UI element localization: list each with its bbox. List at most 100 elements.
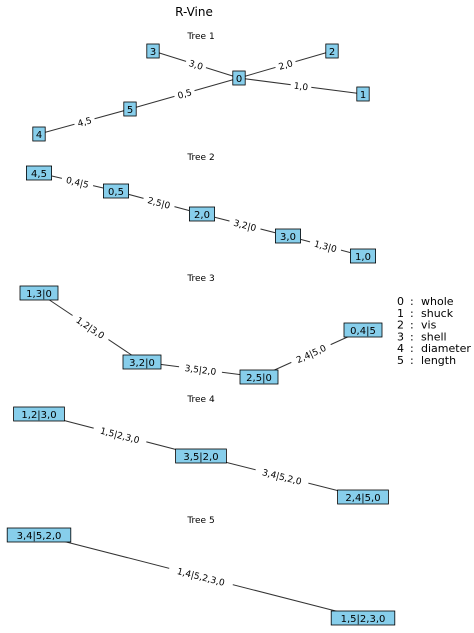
edge-labels: 1,2|3,0 3,5|2,0 2,4|5,0	[69, 310, 334, 379]
tree-1: Tree 1 3,0 2,0 1,0 0,5 4,5 3 2 0 1 5 4	[32, 32, 370, 142]
node-box	[232, 70, 246, 86]
vine-node: 4	[32, 126, 46, 142]
edge-label-background	[92, 422, 148, 448]
node-label: 3	[150, 47, 156, 58]
edge-label-background	[72, 112, 97, 131]
node-label: 2	[329, 47, 335, 58]
legend-entry: 5: length	[397, 354, 456, 367]
node-box	[343, 322, 383, 338]
edge-label-text: 2,5|0	[146, 196, 171, 212]
node-label: 3,4|5,2,0	[17, 531, 62, 542]
tree-5: Tree 5 1,4|5,2,3,0 3,4|5,2,0 1,5|2,3,0	[6, 516, 396, 626]
node-label: 0,5	[108, 187, 124, 198]
edge-label: 2,5|0	[141, 192, 177, 213]
node-box	[103, 183, 130, 199]
tree-title: Tree 5	[186, 516, 214, 526]
vine-node: 0,5	[103, 183, 130, 199]
vine-node: 1,2|3,0	[13, 406, 65, 422]
node-box	[175, 448, 227, 464]
edge-label-background	[308, 236, 343, 256]
nodes: 3 2 0 1 5 4	[32, 43, 370, 142]
legend-separator: :	[410, 307, 414, 320]
node-box	[325, 43, 339, 59]
edge-label: 1,2|3,0	[69, 310, 112, 345]
vine-node: 1,3|0	[19, 285, 59, 301]
node-box	[146, 43, 160, 59]
node-label: 1,0	[355, 252, 371, 263]
edge-label: 3,0	[184, 55, 208, 74]
trees-layer: Tree 1 3,0 2,0 1,0 0,5 4,5 3 2 0 1 5 4 Tree 2 0,4|5 2,…	[6, 32, 396, 626]
node-label: 2,0	[194, 210, 210, 221]
edge-label-background	[60, 172, 95, 192]
node-label: 0,4|5	[350, 326, 376, 337]
legend-index: 0	[397, 295, 404, 308]
edge-label-background	[289, 78, 313, 94]
node-box	[123, 101, 137, 117]
node-label: 3,2|0	[129, 358, 155, 369]
legend-name: length	[421, 354, 456, 367]
tree-4: Tree 4 1,5|2,3,0 3,4|5,2,0 1,2|3,0 3,5|2,0 2,…	[13, 395, 389, 505]
legend-entry: 2: vis	[397, 319, 437, 332]
vine-node: 1,0	[349, 248, 376, 264]
node-box	[337, 489, 389, 505]
edge-label-background	[178, 360, 223, 379]
node-label: 1	[360, 90, 366, 101]
legend-entry: 0: whole	[397, 295, 454, 308]
edge-labels: 3,0 2,0 1,0 0,5 4,5	[72, 55, 313, 131]
node-label: 0	[236, 74, 242, 85]
legend-name: shuck	[421, 307, 454, 320]
legend-entry: 1: shuck	[397, 307, 454, 320]
legend-index: 5	[397, 354, 404, 367]
edge-label: 1,3|0	[308, 236, 343, 256]
edge-label-background	[254, 464, 310, 489]
node-label: 3,5|2,0	[183, 452, 218, 463]
edge-labels: 0,4|5 2,5|0 3,2|0 1,3|0	[60, 172, 343, 256]
node-box	[239, 369, 279, 385]
vine-node: 2,5|0	[239, 369, 279, 385]
diagram-title: R-Vine	[175, 5, 213, 19]
edge-label-background	[228, 215, 262, 235]
node-box	[19, 285, 59, 301]
vine-node: 0	[232, 70, 246, 86]
edge-label: 0,5	[172, 84, 197, 103]
node-box	[6, 527, 72, 543]
edge-label: 4,5	[72, 112, 97, 131]
node-label: 2,4|5,0	[345, 493, 380, 504]
legend-index: 2	[397, 319, 404, 332]
vine-node: 3,5|2,0	[175, 448, 227, 464]
legend-entry: 4: diameter	[397, 342, 471, 355]
nodes: 1,3|0 3,2|0 2,5|0 0,4|5	[19, 285, 383, 385]
nodes: 1,2|3,0 3,5|2,0 2,4|5,0	[13, 406, 389, 505]
tree-2: Tree 2 0,4|5 2,5|0 3,2|0 1,3|0 4,5 0,5 2,0 3,0 1,…	[25, 153, 376, 264]
node-label: 4,5	[31, 169, 47, 180]
tree-title: Tree 1	[186, 32, 214, 42]
edge-label-text: 2,0	[278, 59, 295, 73]
node-label: 1,5|2,3,0	[341, 614, 386, 625]
vine-node: 5	[123, 101, 137, 117]
edge-label-background	[69, 310, 112, 345]
variable-legend: 0: whole 1: shuck 2: vis 3: shell 4: diameter 5: le…	[397, 295, 471, 367]
edge-label-background	[184, 55, 208, 74]
edge-label-text: 3,5|2,0	[184, 364, 217, 378]
node-label: 5	[127, 105, 133, 116]
vine-node: 1,5|2,3,0	[330, 610, 396, 626]
vine-node: 1	[356, 86, 370, 102]
node-box	[122, 354, 162, 370]
edge-label-text: 4,5	[77, 116, 93, 129]
edge-label: 1,4|5,2,3,0	[167, 562, 235, 591]
node-box	[349, 248, 376, 264]
vine-node: 4,5	[25, 165, 53, 181]
node-box	[32, 126, 46, 142]
edge-labels: 1,4|5,2,3,0	[167, 562, 235, 591]
vine-node: 0,4|5	[343, 322, 383, 338]
node-label: 3,0	[280, 232, 296, 243]
edge-label-background	[172, 84, 197, 103]
edge-label-text: 1,0	[293, 82, 309, 94]
legend-index: 1	[397, 307, 404, 320]
edge-label-background	[288, 339, 334, 368]
tree-3: Tree 3 1,2|3,0 3,5|2,0 2,4|5,0 1,3|0 3,2|0 2,5…	[19, 274, 383, 385]
legend-separator: :	[410, 319, 414, 332]
edge-label-text: 1,3|0	[313, 240, 338, 256]
edge-label: 2,4|5,0	[288, 339, 334, 368]
edge-label: 1,5|2,3,0	[92, 422, 148, 448]
